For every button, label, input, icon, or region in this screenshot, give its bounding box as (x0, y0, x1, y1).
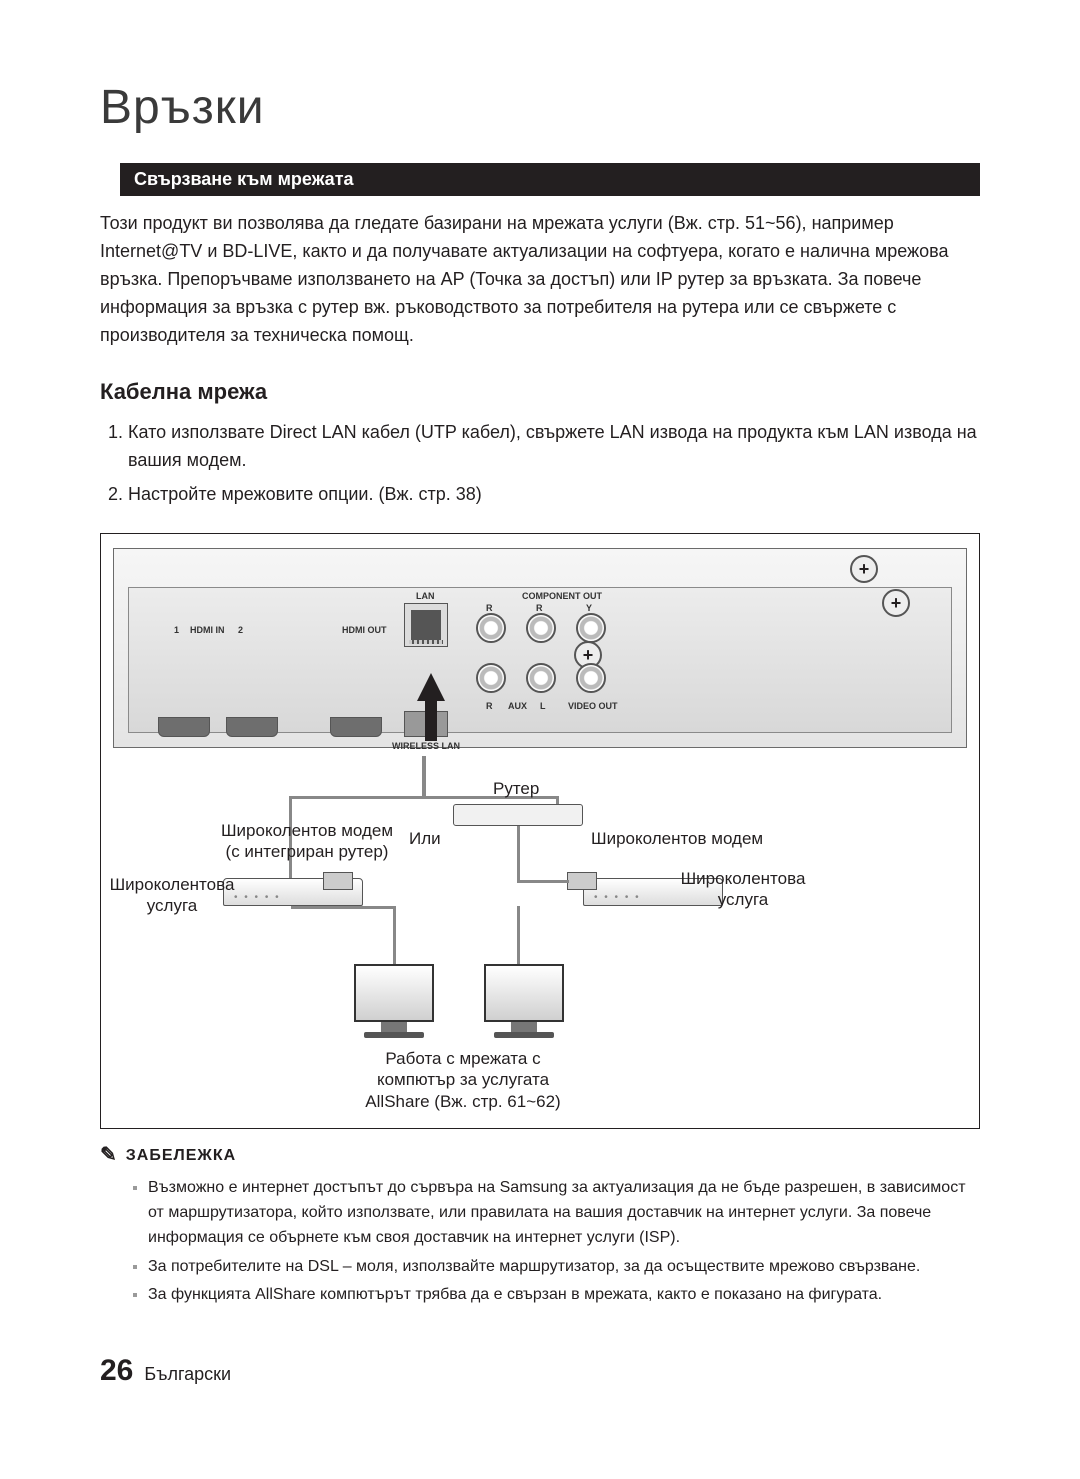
video-out-label: VIDEO OUT (568, 701, 618, 711)
allshare-caption: Работа с мрежата с компютър за услугата … (323, 1048, 603, 1112)
note-item: Възможно е интернет достъпът до сървъра … (148, 1176, 980, 1250)
broadband-service-label: Широколентова услуга (107, 874, 237, 917)
component-out-label: COMPONENT OUT (522, 591, 602, 601)
step-item: Настройте мрежовите опции. (Вж. стр. 38) (128, 481, 980, 509)
device-rear-panel: + + + 1 HDMI IN 2 HDMI OUT LAN WIRELESS … (113, 548, 967, 748)
lan-port-icon (404, 603, 448, 647)
note-list: Възможно е интернет достъпът до сървъра … (100, 1176, 980, 1308)
hdmi-port (158, 717, 210, 737)
screw-icon: + (850, 555, 878, 583)
rca-port (476, 613, 506, 643)
wireless-lan-label: WIRELESS LAN (392, 741, 460, 751)
note-heading: ✎ ЗАБЕЛЕЖКА (100, 1143, 980, 1168)
router-label: Рутер (493, 778, 539, 799)
note-item: За функцията AllShare компютърът трябва … (148, 1283, 980, 1308)
small-device-icon (323, 872, 353, 890)
y-label: Y (586, 603, 592, 613)
network-topology: Рутер Или Широколентов модем (с интегрир… (113, 756, 967, 1116)
note-heading-text: ЗАБЕЛЕЖКА (126, 1147, 236, 1165)
pencil-icon: ✎ (100, 1142, 118, 1167)
hdmi-port (330, 717, 382, 737)
broadband-modem-integrated-label: Широколентов модем (с интегриран рутер) (197, 820, 417, 863)
l-label: L (540, 701, 546, 711)
subsection-title: Кабелна мрежа (100, 379, 980, 405)
page-number: 26 (100, 1354, 133, 1387)
hdmi-port (226, 717, 278, 737)
small-device-icon (567, 872, 597, 890)
hdmi-in-label-1: 1 (174, 625, 179, 635)
cable (517, 826, 520, 882)
aux-label: AUX (508, 701, 527, 711)
intro-paragraph: Този продукт ви позволява да гледате баз… (100, 210, 980, 349)
rca-port (576, 613, 606, 643)
lan-label: LAN (416, 591, 435, 601)
hdmi-in-label-2: 2 (238, 625, 243, 635)
footer-language: Български (144, 1364, 231, 1384)
section-bar: Свързване към мрежата (120, 163, 980, 196)
broadband-modem-label: Широколентов модем (591, 828, 763, 849)
rca-port (526, 613, 556, 643)
cable (291, 906, 395, 909)
r-label: R (536, 603, 543, 613)
cable (517, 880, 569, 883)
cable (393, 906, 396, 968)
r-label: R (486, 603, 493, 613)
arrow-up-icon (417, 673, 445, 701)
screw-icon: + (882, 589, 910, 617)
router-icon (453, 804, 583, 826)
cable (517, 906, 520, 968)
rca-port (526, 663, 556, 693)
page-title: Връзки (100, 80, 980, 135)
broadband-service-label: Широколентова услуга (673, 868, 813, 911)
cable (422, 756, 426, 796)
hdmi-in-label: HDMI IN (190, 625, 225, 635)
arrow-stem (425, 699, 437, 741)
pc-icon (479, 964, 569, 1042)
r-label: R (486, 701, 493, 711)
step-item: Като използвате Direct LAN кабел (UTP ка… (128, 419, 980, 475)
note-item: За потребителите на DSL – моля, използва… (148, 1255, 980, 1280)
hdmi-out-label: HDMI OUT (342, 625, 387, 635)
page-footer: 26 Български (100, 1354, 980, 1388)
steps-list: Като използвате Direct LAN кабел (UTP ка… (100, 419, 980, 509)
connection-diagram: + + + 1 HDMI IN 2 HDMI OUT LAN WIRELESS … (100, 533, 980, 1129)
rca-port (476, 663, 506, 693)
rca-port (576, 663, 606, 693)
pc-icon (349, 964, 439, 1042)
